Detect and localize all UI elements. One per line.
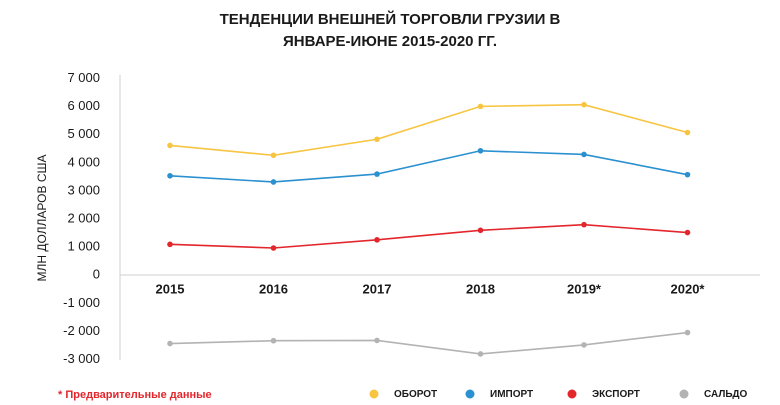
data-point <box>477 351 484 357</box>
legend-marker <box>369 389 379 399</box>
y-tick-label: 5 000 <box>67 126 100 141</box>
y-axis-label: МЛН ДОЛЛАРОВ США <box>35 154 49 281</box>
y-tick-label: 7 000 <box>67 70 100 85</box>
y-tick-labels: 7 000 6 000 5 000 4 000 3 000 2 000 1 000 0 -1 0… <box>63 70 100 366</box>
y-tick-label: -2 000 <box>63 323 100 338</box>
data-point <box>167 340 173 347</box>
data-point <box>581 221 587 228</box>
data-point <box>270 152 277 159</box>
legend-label: ИМПОРТ <box>490 389 533 400</box>
data-point <box>167 142 173 149</box>
data-point <box>167 241 173 248</box>
data-point <box>477 103 484 110</box>
x-tick-labels: 2015 2016 2017 2018 2019* 2020* <box>156 282 706 297</box>
data-point <box>581 342 587 348</box>
series-line <box>169 331 688 355</box>
x-tick-label: 2015 <box>156 282 185 297</box>
data-point <box>477 227 484 234</box>
y-tick-label: 4 000 <box>67 154 100 169</box>
x-tick-label: 2019* <box>567 282 602 297</box>
y-tick-label: 6 000 <box>67 98 100 113</box>
x-tick-label: 2017 <box>363 282 392 297</box>
series-line <box>169 103 688 157</box>
y-tick-label: -1 000 <box>63 295 100 310</box>
legend-marker <box>679 389 689 399</box>
y-tick-label: 3 000 <box>67 182 100 197</box>
y-tick-label: 0 <box>93 267 100 282</box>
data-point <box>581 101 587 108</box>
preliminary-note: * Предварительные данные <box>58 389 212 401</box>
y-tick-label: -3 000 <box>63 351 100 366</box>
legend-label: САЛЬДО <box>704 389 748 400</box>
series-layer <box>167 101 691 357</box>
data-point <box>374 337 380 344</box>
legend-marker <box>567 389 577 399</box>
data-point <box>270 245 277 251</box>
series-line <box>169 149 688 183</box>
x-tick-label: 2016 <box>259 282 288 297</box>
data-point <box>684 129 691 136</box>
data-point <box>374 237 380 243</box>
data-point <box>270 179 277 185</box>
data-point <box>581 151 587 158</box>
series-line <box>169 223 688 249</box>
data-point <box>374 171 380 177</box>
data-point <box>684 329 691 336</box>
data-point <box>684 229 691 236</box>
y-tick-label: 2 000 <box>67 211 100 226</box>
y-tick-label: 1 000 <box>67 239 100 254</box>
x-tick-label: 2020* <box>671 282 706 297</box>
data-point <box>270 337 277 344</box>
data-point <box>684 171 691 178</box>
legend: ОБОРОТ ИМПОРТ ЭКСПОРТ САЛЬДО <box>369 389 748 400</box>
legend-marker <box>465 389 475 399</box>
x-tick-label: 2018 <box>466 282 495 297</box>
data-point <box>477 147 484 154</box>
data-point <box>167 172 173 179</box>
chart-title-line-1: ТЕНДЕНЦИИ ВНЕШНЕЙ ТОРГОВЛИ ГРУЗИИ В <box>220 10 561 28</box>
legend-label: ЭКСПОРТ <box>592 389 640 400</box>
data-point <box>374 136 380 143</box>
legend-label: ОБОРОТ <box>394 389 437 400</box>
chart-title-line-2: ЯНВАРЕ-ИЮНЕ 2015-2020 ГГ. <box>283 33 497 50</box>
